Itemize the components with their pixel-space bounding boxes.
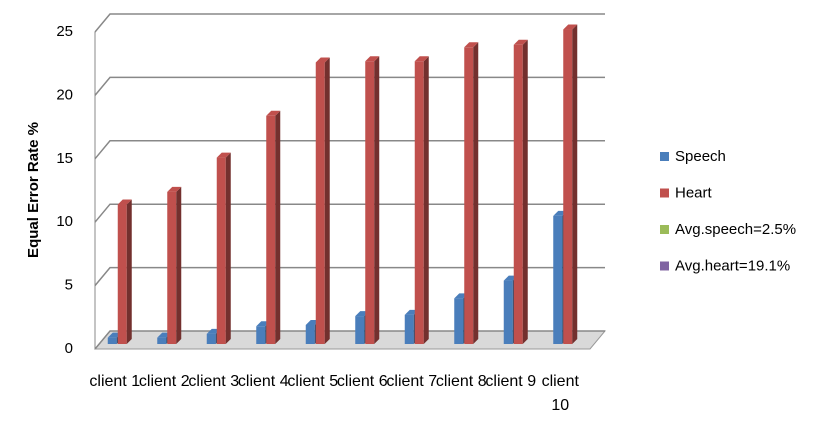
bar-front bbox=[365, 61, 375, 345]
bar-side bbox=[423, 56, 429, 345]
bar-side bbox=[126, 199, 132, 344]
bar-front bbox=[216, 157, 226, 344]
legend-swatch bbox=[660, 261, 669, 271]
y-tick-label: 10 bbox=[56, 213, 73, 230]
bar-front bbox=[315, 62, 325, 345]
grid-line bbox=[94, 203, 605, 223]
bar-top bbox=[414, 56, 429, 62]
bar-front bbox=[305, 324, 315, 344]
bar bbox=[365, 56, 380, 345]
bar-side bbox=[374, 56, 380, 345]
bar-front bbox=[553, 215, 563, 344]
bar-front bbox=[563, 29, 573, 344]
bar bbox=[563, 24, 578, 344]
grid-line bbox=[94, 13, 605, 33]
bar bbox=[414, 56, 429, 345]
bar-top bbox=[365, 56, 380, 62]
bar-front bbox=[404, 314, 414, 344]
bar-side bbox=[522, 39, 528, 344]
bar-top bbox=[216, 152, 231, 158]
bar bbox=[464, 42, 479, 345]
bar-front bbox=[256, 326, 266, 344]
x-tick-label: client 6 bbox=[336, 373, 388, 390]
legend-swatch bbox=[660, 152, 669, 161]
x-tick-label: client 1 bbox=[89, 373, 141, 390]
grid-line bbox=[94, 140, 605, 160]
bar-front bbox=[206, 333, 216, 344]
x-tick-label: client 4 bbox=[237, 373, 289, 390]
x-tick-label: client 7 bbox=[386, 373, 438, 390]
bar-front bbox=[513, 44, 523, 344]
bar bbox=[167, 186, 182, 344]
bar-front bbox=[464, 47, 474, 345]
y-tick-label: 25 bbox=[56, 23, 73, 40]
bar-front bbox=[266, 115, 276, 344]
bar-front bbox=[167, 191, 177, 344]
grid-line bbox=[94, 266, 605, 287]
x-tick-label: client 2 bbox=[138, 373, 190, 390]
bar-side bbox=[324, 57, 330, 345]
bar-front bbox=[355, 316, 365, 344]
bar bbox=[315, 57, 330, 345]
bar-side bbox=[225, 152, 231, 344]
y-tick-label: 15 bbox=[56, 150, 73, 167]
legend-label: Avg.heart=19.1% bbox=[675, 257, 790, 274]
legend-label: Speech bbox=[675, 148, 726, 165]
legend-swatch bbox=[660, 225, 669, 234]
bar bbox=[216, 152, 231, 344]
bar-top bbox=[563, 24, 578, 30]
bar-front bbox=[107, 337, 117, 344]
legend-label: Heart bbox=[675, 184, 713, 201]
bar-top bbox=[167, 186, 182, 192]
grid-line bbox=[94, 76, 605, 96]
bar-top bbox=[266, 110, 281, 116]
bar-front bbox=[157, 337, 167, 344]
bar-front bbox=[117, 204, 127, 344]
bar bbox=[266, 110, 281, 344]
bar bbox=[117, 199, 132, 344]
bar-front bbox=[414, 61, 424, 345]
x-tick-label: client 9 bbox=[485, 373, 537, 390]
y-tick-label: 0 bbox=[65, 340, 73, 357]
x-tick-label: client 5 bbox=[287, 373, 339, 390]
bar-side bbox=[473, 42, 479, 345]
bar-top bbox=[513, 39, 528, 45]
bar bbox=[513, 39, 528, 344]
bar-top bbox=[464, 42, 479, 48]
bar-side bbox=[572, 24, 578, 344]
bar-front bbox=[503, 280, 513, 344]
y-axis-title: Equal Error Rate % bbox=[25, 122, 42, 258]
x-tick-label: client 8 bbox=[435, 373, 487, 390]
bar-top bbox=[315, 57, 330, 63]
y-tick-label: 20 bbox=[56, 86, 73, 103]
bar-side bbox=[176, 186, 182, 344]
x-tick-label: client 10 bbox=[541, 373, 579, 414]
y-tick-label: 5 bbox=[65, 277, 73, 294]
bar-top bbox=[117, 199, 132, 205]
legend-swatch bbox=[660, 188, 669, 198]
bar-front bbox=[454, 298, 464, 344]
grid-line bbox=[94, 330, 605, 350]
bar-side bbox=[275, 110, 281, 344]
x-tick-label: client 3 bbox=[188, 373, 240, 390]
legend-label: Avg.speech=2.5% bbox=[675, 221, 796, 238]
